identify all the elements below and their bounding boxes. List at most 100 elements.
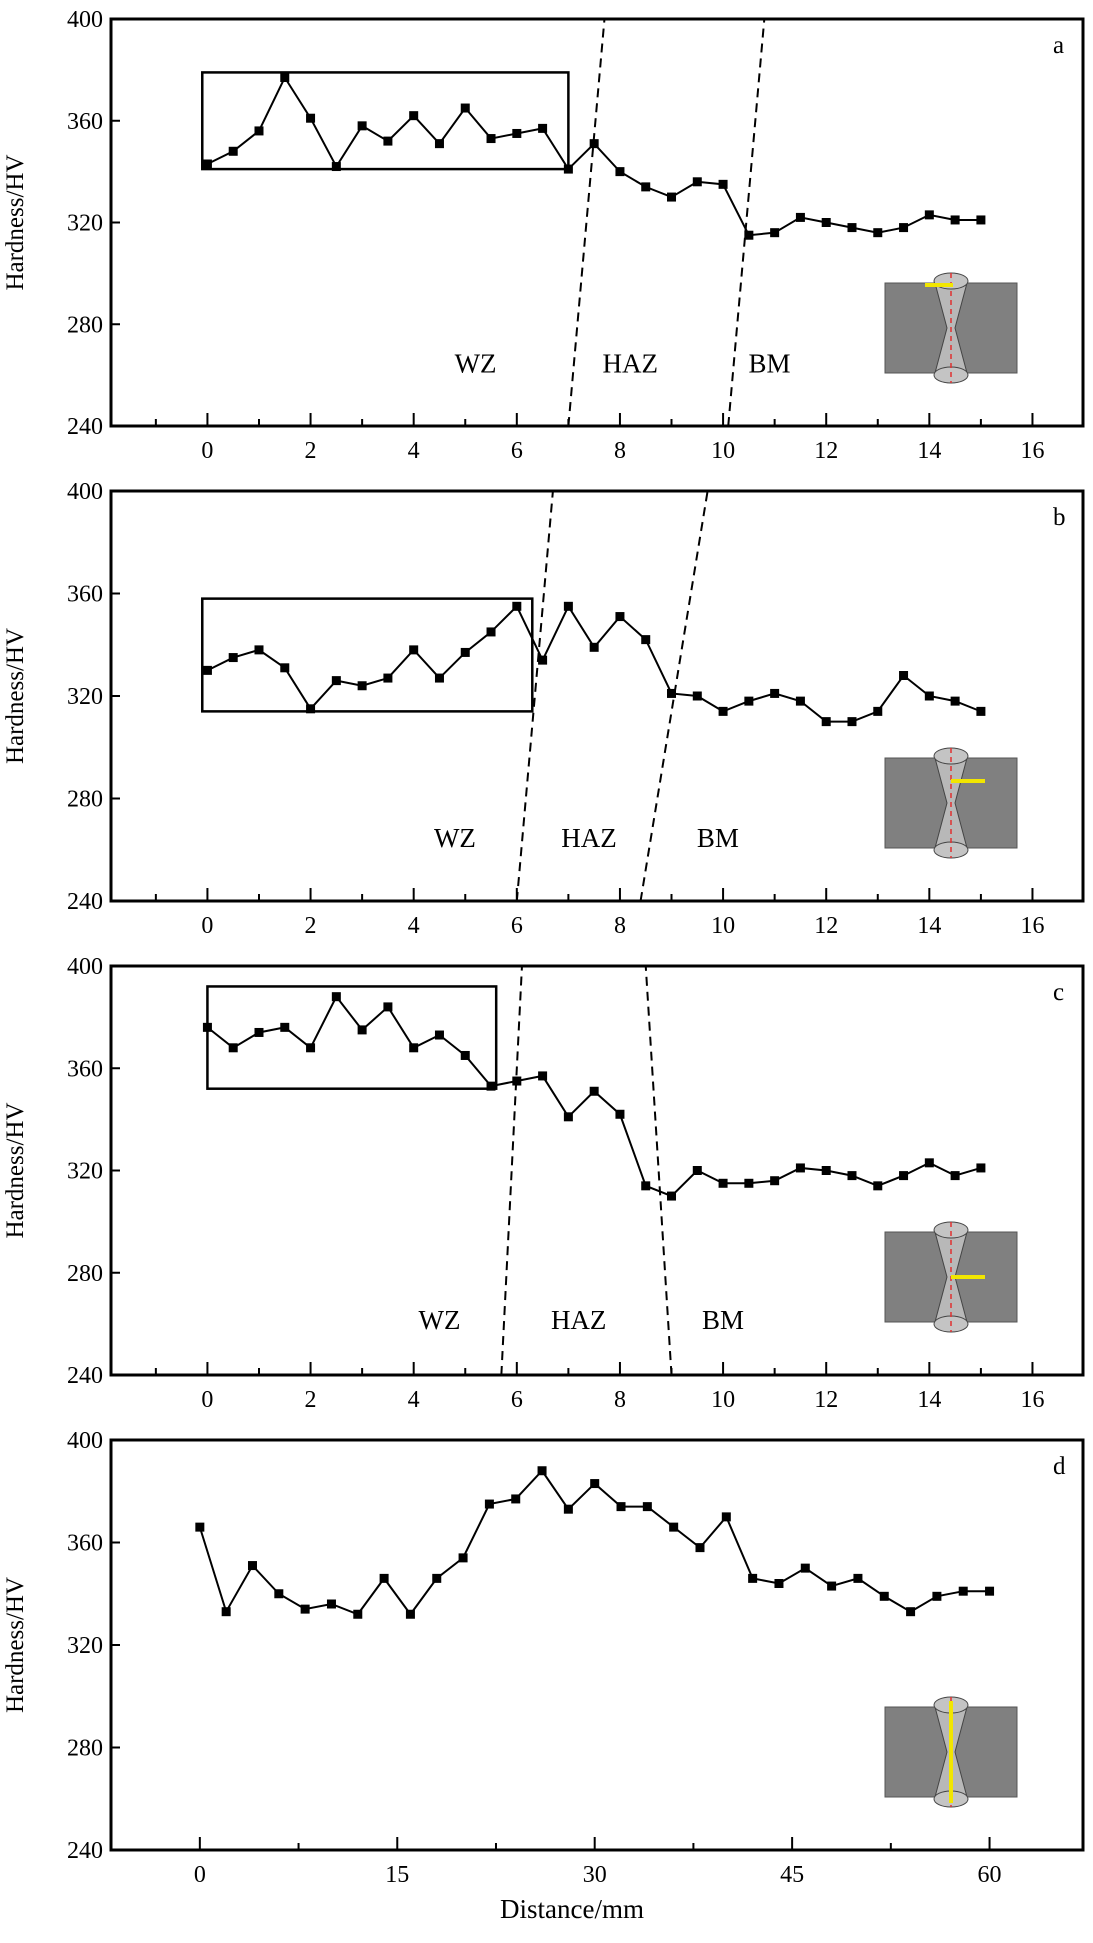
data-point	[458, 1553, 468, 1563]
data-point	[669, 1522, 679, 1532]
data-point	[195, 1522, 205, 1532]
x-tick-label: 14	[917, 1387, 941, 1413]
y-axis-title: Hardness/HV	[2, 1102, 29, 1238]
x-tick-label: 0	[201, 1387, 213, 1413]
data-point	[795, 696, 805, 706]
zone-label-haz: HAZ	[551, 1305, 607, 1335]
data-point	[511, 1494, 521, 1504]
panel-c: 240 280 320 360 400 0 2 4 6 8 10 12 14 16 Hardness/HV c…	[2, 954, 1085, 1413]
data-point	[692, 691, 702, 701]
x-tick-label: 0	[201, 438, 213, 464]
zone-boundary-line	[727, 18, 766, 427]
zone-label-wz: WZ	[455, 348, 497, 378]
panel-d: 240 280 320 360 400 0 15 30 45 60 Hardness/HV Dista…	[2, 1428, 1085, 1924]
y-tick-label: 280	[67, 1736, 103, 1762]
data-point	[434, 139, 444, 149]
panel-b: 240 280 320 360 400 0 2 4 6 8 10 12 14 16 Hardness/HV b…	[2, 479, 1085, 939]
data-point	[695, 1543, 705, 1553]
data-point	[280, 73, 290, 83]
data-point	[641, 1181, 651, 1191]
data-point	[873, 1181, 883, 1191]
data-point	[512, 601, 522, 611]
data-point	[950, 696, 960, 706]
data-point	[274, 1589, 284, 1599]
x-tick-label: 12	[814, 1387, 838, 1413]
data-point	[538, 1071, 548, 1081]
data-point	[228, 1043, 238, 1053]
data-point	[853, 1573, 863, 1583]
x-tick-label: 14	[917, 913, 941, 939]
data-point	[331, 992, 341, 1002]
data-point	[331, 162, 341, 172]
y-tick-label: 320	[67, 1633, 103, 1659]
data-point	[379, 1573, 389, 1583]
panel-label: c	[1053, 979, 1064, 1006]
data-point	[718, 706, 728, 716]
data-point	[899, 1171, 909, 1181]
x-tick-label: 4	[408, 913, 420, 939]
x-tick-label: 0	[201, 913, 213, 939]
data-point	[486, 134, 496, 144]
data-point	[383, 1002, 393, 1012]
data-point	[202, 159, 212, 169]
data-point	[306, 1043, 316, 1053]
zone-label-wz: WZ	[418, 1305, 460, 1335]
data-point	[744, 1178, 754, 1188]
data-point	[615, 167, 625, 177]
data-point	[642, 1502, 652, 1512]
data-point	[563, 1112, 573, 1122]
data-point	[770, 228, 780, 238]
y-tick-label: 320	[67, 1159, 103, 1185]
data-point	[873, 228, 883, 238]
y-tick-label: 240	[67, 414, 103, 440]
data-point	[667, 1191, 677, 1201]
data-point	[383, 136, 393, 146]
data-point	[590, 1479, 600, 1489]
data-point	[280, 663, 290, 673]
data-point	[357, 1025, 367, 1035]
wz-highlight-box	[201, 597, 534, 713]
data-point	[538, 655, 548, 665]
data-point	[300, 1604, 310, 1614]
data-point	[821, 1166, 831, 1175]
y-tick-label: 400	[67, 1428, 103, 1454]
data-point	[748, 1573, 758, 1583]
y-axis-title: Hardness/HV	[2, 628, 29, 764]
weld-schematic-inset	[884, 747, 1018, 859]
data-point	[512, 1076, 522, 1086]
data-point	[432, 1573, 442, 1583]
y-tick-label: 240	[67, 1363, 103, 1389]
data-point	[254, 645, 264, 655]
data-point	[770, 688, 780, 698]
data-point	[589, 642, 599, 652]
x-tick-label: 10	[711, 438, 735, 464]
zone-boundary-line	[644, 965, 673, 1376]
data-point	[667, 688, 677, 698]
data-point	[306, 704, 316, 714]
data-point	[821, 218, 831, 227]
data-point	[563, 1504, 573, 1514]
zone-boundary-line	[639, 490, 709, 902]
series-line	[206, 994, 982, 1198]
y-tick-label: 280	[67, 1261, 103, 1287]
data-point	[906, 1607, 916, 1617]
x-tick-label: 16	[1020, 913, 1044, 939]
data-point	[589, 1086, 599, 1096]
y-tick-label: 400	[67, 954, 103, 980]
data-point	[247, 1561, 257, 1571]
data-point	[667, 192, 677, 202]
data-point	[460, 103, 470, 113]
x-tick-label: 6	[511, 913, 523, 939]
data-point	[744, 230, 754, 240]
data-point	[202, 1022, 212, 1032]
x-tick-label: 8	[614, 913, 626, 939]
x-tick-label: 16	[1020, 438, 1044, 464]
x-tick-label: 10	[711, 1387, 735, 1413]
data-point	[409, 1043, 419, 1053]
data-point	[899, 223, 909, 233]
data-point	[228, 146, 238, 156]
data-point	[228, 653, 238, 663]
data-point	[280, 1022, 290, 1032]
x-tick-label: 30	[583, 1862, 607, 1888]
